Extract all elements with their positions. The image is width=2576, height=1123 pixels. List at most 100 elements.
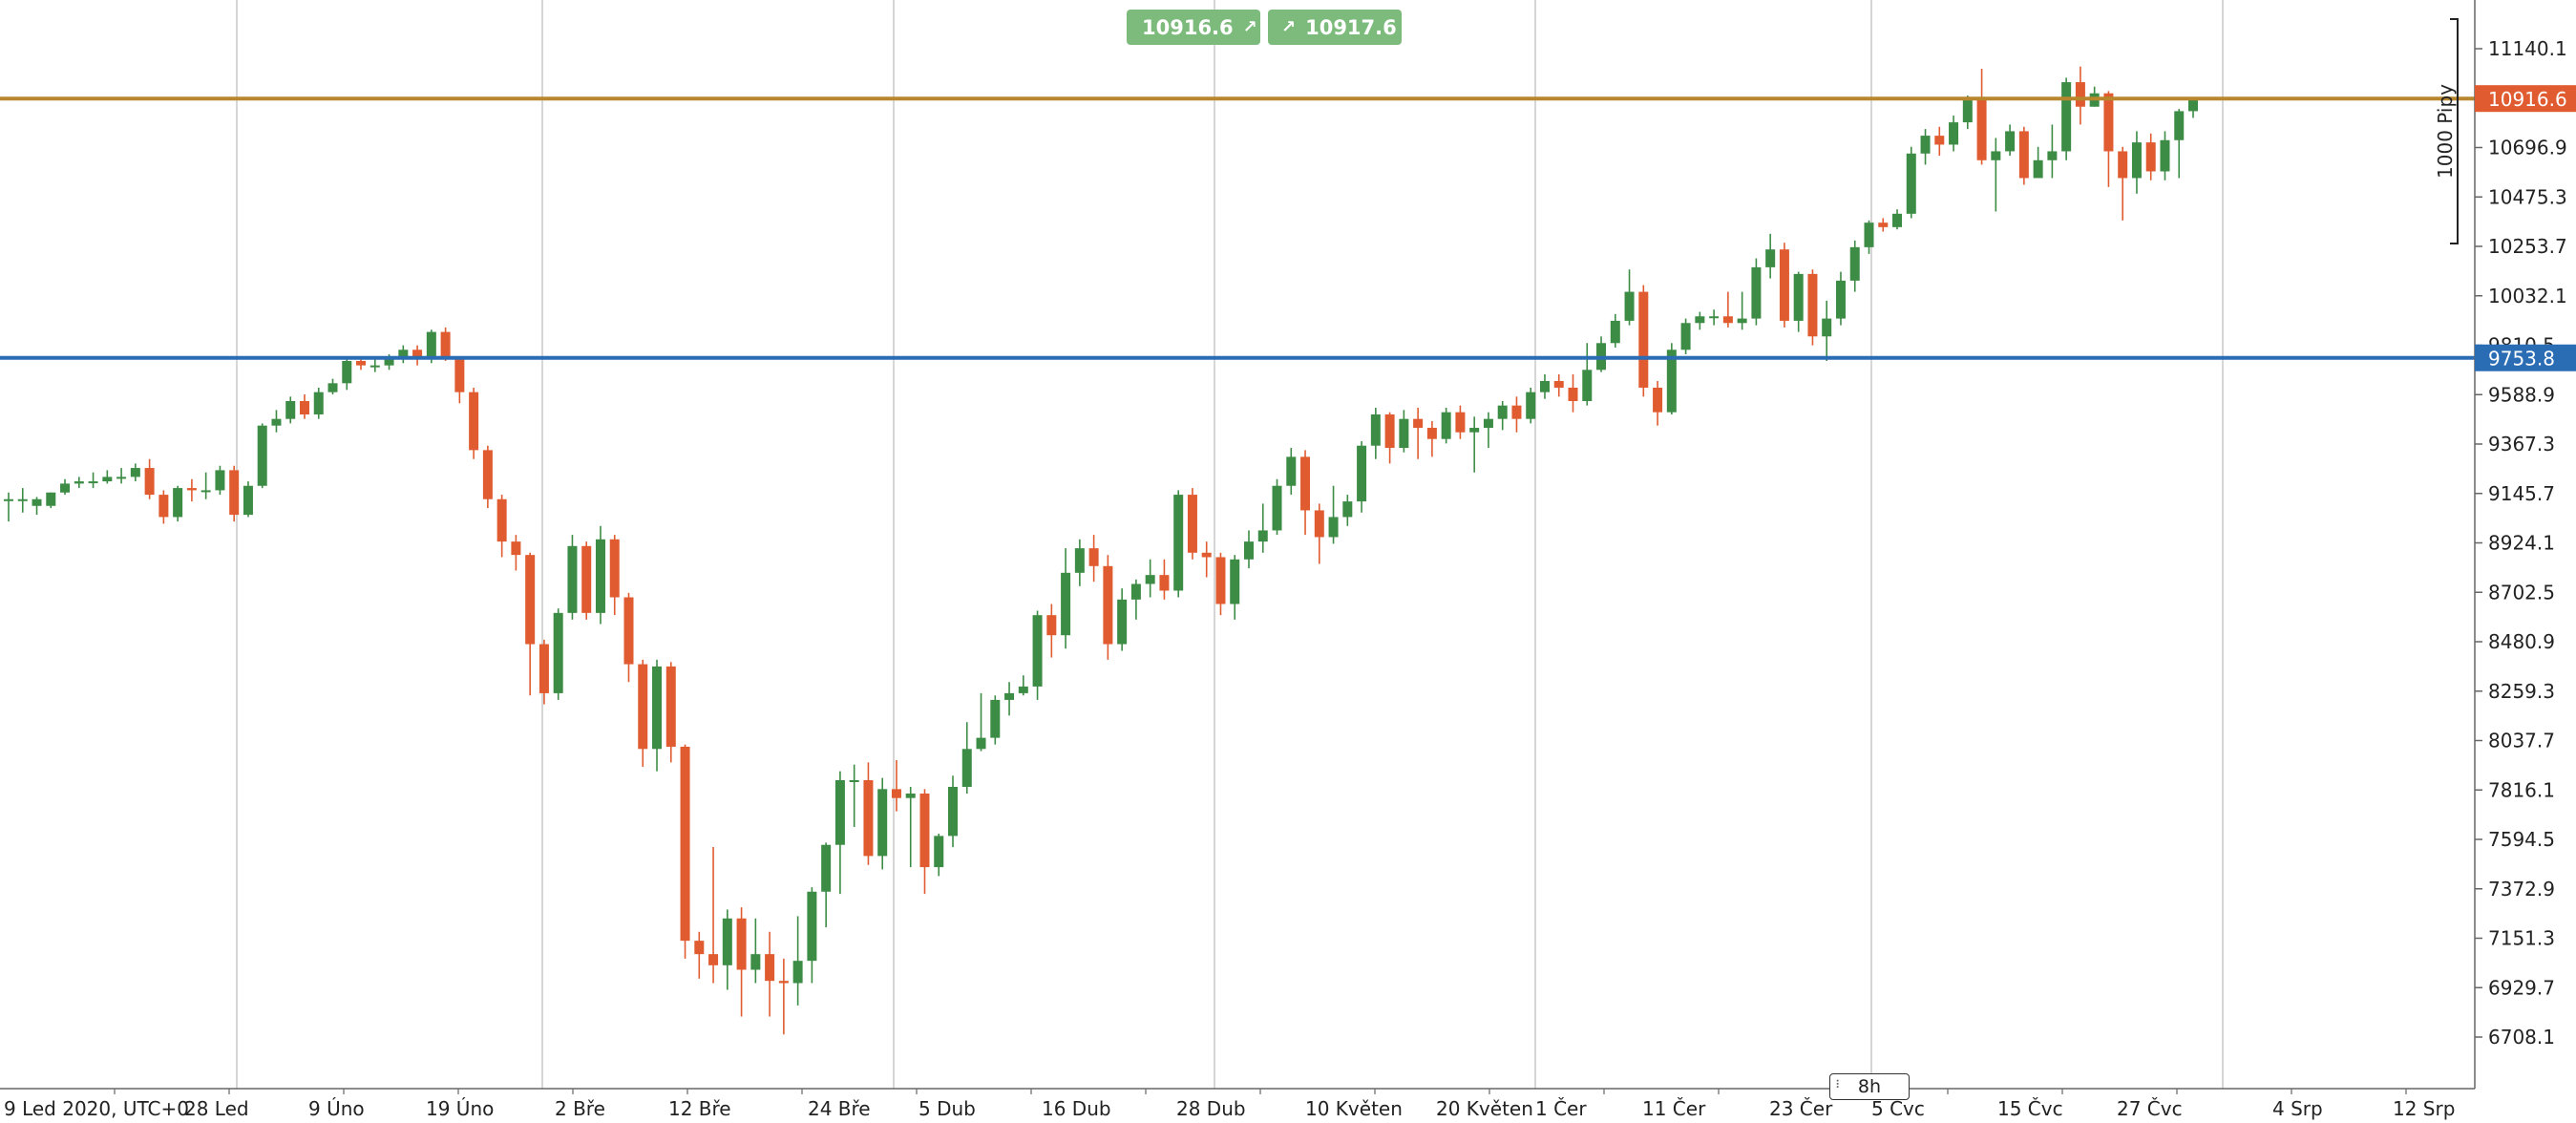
grip-icon: ⠇ <box>1835 1078 1844 1091</box>
candle-body <box>1680 323 1691 350</box>
sell-button[interactable]: 10916.6 ↗ <box>1127 10 1260 45</box>
price-axis[interactable]: 11140.1 10916.6 10696.9 10475.3 10253.7 10032… <box>2474 0 2576 1089</box>
candle-body <box>792 961 803 984</box>
candle-body <box>342 360 352 384</box>
candle <box>1103 555 1113 660</box>
candle <box>961 722 972 795</box>
candle-body <box>1441 412 1451 439</box>
candle-body <box>2188 98 2198 112</box>
bracket-label: 1000 Pipy <box>2434 84 2457 179</box>
candle <box>440 327 451 361</box>
candle-body <box>426 331 436 359</box>
candle <box>553 608 563 700</box>
candle <box>919 789 930 895</box>
candle-body <box>778 981 789 984</box>
candle-body <box>2160 139 2170 172</box>
candle <box>1117 588 1128 651</box>
candle-body <box>201 490 211 493</box>
candle <box>186 478 197 502</box>
candle <box>1751 258 1762 326</box>
candle-body <box>877 789 888 857</box>
candle <box>1342 495 1353 526</box>
candle <box>665 662 676 763</box>
candle <box>1201 541 1212 578</box>
candle <box>1991 138 2001 212</box>
time-tick-label: 19 Úno <box>426 1097 494 1120</box>
candle <box>1455 405 1466 439</box>
price-tick-label: 7372.9 <box>2488 878 2555 901</box>
candle-body <box>356 360 367 366</box>
candle-body <box>1709 316 1720 319</box>
candle-body <box>1018 686 1028 693</box>
candle <box>144 458 155 499</box>
time-tick-label: 15 Čvc <box>1997 1097 2063 1120</box>
candle <box>313 387 324 419</box>
current-price-badge-label: 10916.6 <box>2488 88 2567 111</box>
candle <box>990 695 1001 745</box>
candle-body <box>46 492 56 506</box>
candle-body <box>32 498 42 506</box>
candle-body <box>1201 552 1212 558</box>
candle-body <box>1074 548 1085 573</box>
candle-body <box>1497 405 1508 419</box>
candle <box>1215 552 1226 616</box>
candle-body <box>1892 213 1903 227</box>
candle <box>1864 220 1874 254</box>
candle <box>1666 343 1677 415</box>
candle-body <box>1991 151 2001 160</box>
candle <box>4 492 13 522</box>
candle <box>1610 313 1620 348</box>
price-tick-label: 8480.9 <box>2488 630 2555 653</box>
candle-body <box>934 836 944 868</box>
candle <box>46 492 56 509</box>
candle <box>1920 129 1931 165</box>
candle <box>398 345 409 364</box>
candle-body <box>1173 495 1184 591</box>
candle <box>2145 133 2156 180</box>
candle <box>1596 336 1607 372</box>
candle-body <box>74 481 84 484</box>
candle-body <box>538 644 549 693</box>
arrow-up-right-icon: ↗ <box>1281 17 1297 37</box>
time-tick-label: 5 Čvc <box>1871 1097 1925 1120</box>
candle-body <box>482 450 493 499</box>
candle-body <box>1878 222 1889 227</box>
candle <box>511 535 521 571</box>
candle-body <box>299 400 309 415</box>
candle-body <box>807 891 817 962</box>
candle-body <box>1737 318 1747 324</box>
time-axis[interactable]: 9 Led 2020, UTC+028 Led 9 Úno 19 Úno 2 Bře 1… <box>0 1088 2475 1120</box>
candle-body <box>553 612 563 693</box>
candle <box>1483 412 1493 449</box>
candle <box>1018 675 1028 696</box>
current-price-badge-bg <box>2475 85 2576 113</box>
candle-body <box>1934 136 1945 145</box>
timeframe-label: 8h <box>1857 1076 1882 1097</box>
candle <box>88 472 98 489</box>
candle <box>1497 400 1508 431</box>
candle-body <box>750 954 761 970</box>
candle <box>17 488 28 513</box>
candle <box>1384 412 1395 464</box>
candle-body <box>708 954 719 965</box>
candle-body <box>2145 142 2156 172</box>
time-tick-label: 28 Dub <box>1176 1097 1246 1120</box>
price-tick-label: 10032.1 <box>2488 285 2567 307</box>
candle-body <box>1906 153 1916 214</box>
timeframe-selector[interactable]: ⠇ 8h <box>1829 1073 1910 1100</box>
price-tick-label: 9588.9 <box>2488 383 2555 406</box>
candle <box>1722 291 1733 328</box>
price-tick-label: 10475.3 <box>2488 185 2567 208</box>
candle <box>1849 240 1860 292</box>
candle <box>1357 441 1367 513</box>
candle <box>1526 387 1536 424</box>
candle-body <box>919 794 930 868</box>
candle-body <box>581 545 592 613</box>
candle <box>32 497 42 516</box>
candle-body <box>313 392 324 415</box>
buy-button[interactable]: ↗ 10917.6 <box>1268 10 1402 45</box>
candle <box>1892 209 1903 230</box>
price-tick-label: 6708.1 <box>2488 1026 2555 1049</box>
candle <box>1779 243 1789 328</box>
